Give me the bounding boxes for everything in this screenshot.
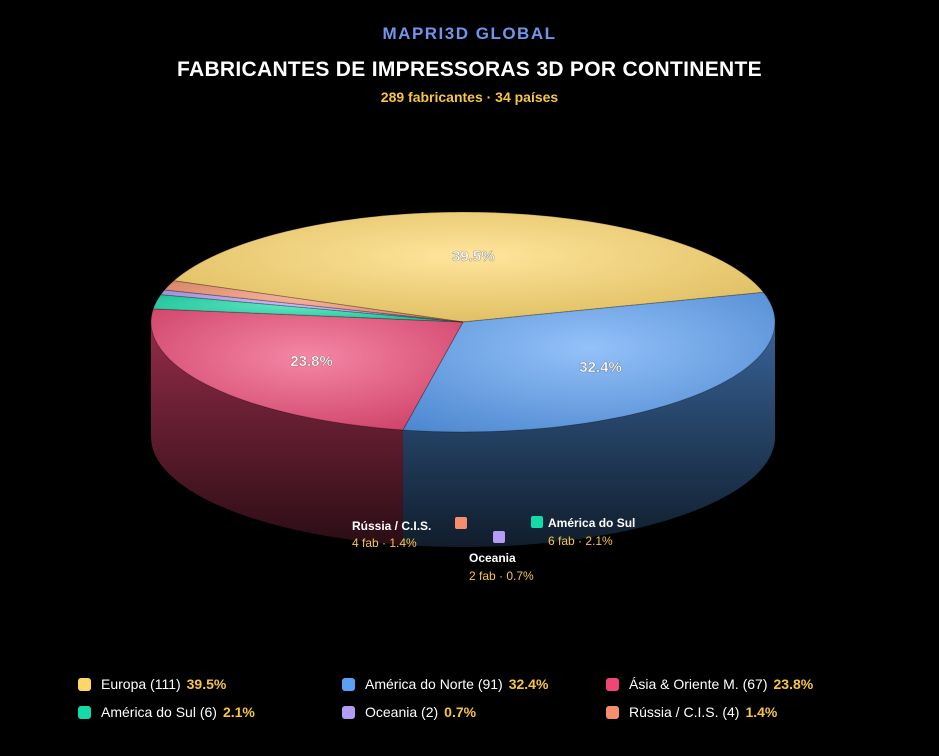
- outer-label-value: 4 fab · 1.4%: [352, 536, 417, 550]
- pie-slice-am-rica-do-sul[interactable]: [152, 294, 464, 323]
- slice-percent-label: 39.5%: [452, 248, 495, 265]
- outer-label-swatch: [493, 531, 505, 543]
- pie-wall--sia-oriente-m-: [151, 322, 403, 545]
- pie-top-face: [150, 211, 776, 433]
- brand-label: MAPRI3D GLOBAL: [382, 24, 557, 43]
- outer-label-oceania: Oceania 2 fab · 0.7%: [469, 531, 534, 583]
- outer-label-r-ssia-c-i-s-: Rússia / C.I.S. 4 fab · 1.4%: [352, 517, 467, 550]
- outer-label-value: 6 fab · 2.1%: [548, 534, 613, 548]
- pie-slice-europa[interactable]: [172, 211, 765, 323]
- outer-label-name: Rússia / C.I.S.: [352, 519, 431, 533]
- slice-percent-label: 23.8%: [290, 353, 333, 370]
- outer-label-name: Oceania: [469, 551, 516, 565]
- pie-slice-oceania[interactable]: [159, 289, 464, 323]
- outer-label-name: América do Sul: [548, 516, 635, 530]
- outer-label-am-rica-do-sul: América do Sul 6 fab · 2.1%: [531, 516, 635, 548]
- pie-slice-am-rica-do-norte[interactable]: [402, 291, 776, 433]
- outer-label-swatch: [531, 516, 543, 528]
- pie-slice--sia-oriente-m-[interactable]: [150, 308, 464, 431]
- outer-label-swatch: [455, 517, 467, 529]
- chart-subtitle: 289 fabricantes · 34 países: [380, 89, 559, 105]
- pie-slice-r-ssia-c-i-s-[interactable]: [163, 280, 464, 323]
- chart-title: FABRICANTES DE IMPRESSORAS 3D POR CONTIN…: [177, 58, 762, 81]
- pie-side-walls: [151, 322, 775, 547]
- outer-label-value: 2 fab · 0.7%: [469, 569, 534, 583]
- pie-wall-am-rica-do-norte: [402, 322, 775, 547]
- slice-percent-label: 32.4%: [579, 359, 622, 376]
